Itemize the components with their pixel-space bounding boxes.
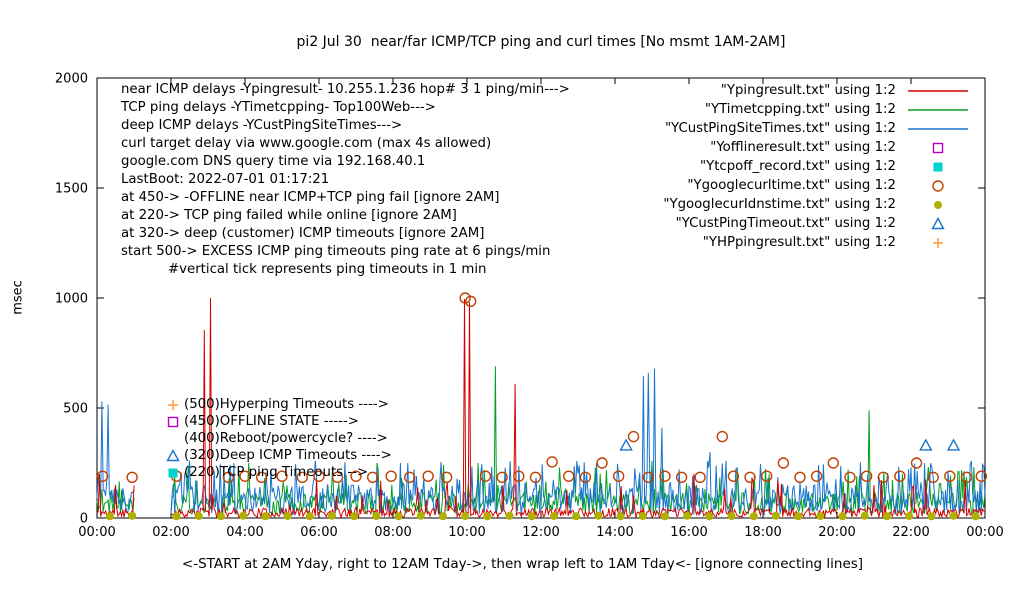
legend-row: "YTimetcpping.txt" using 1:2: [0, 100, 1020, 119]
annotation-line: google.com DNS query time via 192.168.40…: [121, 154, 426, 169]
y-tick-label: 1000: [55, 292, 88, 307]
legend-label: "Ygooglecurltime.txt" using 1:2: [687, 178, 896, 193]
legend-row: "Yofflineresult.txt" using 1:2: [0, 138, 1020, 157]
annotation-block: near ICMP delays -Ypingresult- 10.255.1.…: [121, 81, 570, 279]
legend-row: "Ypingresult.txt" using 1:2: [0, 81, 1020, 100]
legend-line-sample: [908, 90, 968, 92]
legend-line-sample: [908, 128, 968, 130]
annotation-line: start 500-> EXCESS ICMP ping timeouts pi…: [121, 244, 551, 259]
legend-row: "Ytcpoff_record.txt" using 1:2: [0, 157, 1020, 176]
x-axis-label: <-START at 2AM Yday, right to 12AM Tday-…: [181, 556, 864, 572]
series-YCustPingSiteTimes.txt: [96, 368, 986, 517]
open-triangle-icon: [931, 217, 945, 230]
x-tick-label: 00:00: [78, 525, 115, 540]
x-tick-label: 16:00: [670, 525, 707, 540]
x-tick-label: 12:00: [522, 525, 559, 540]
legend-row: "YHPpingresult.txt" using 1:2: [0, 233, 1020, 252]
annotation-line: at 220-> TCP ping failed while online [i…: [121, 208, 457, 223]
legend-row: "YCustPingTimeout.txt" using 1:2: [0, 214, 1020, 233]
annotation-line: near ICMP delays -Ypingresult- 10.255.1.…: [121, 82, 570, 97]
legend-label: "YCustPingTimeout.txt" using 1:2: [675, 216, 896, 231]
annotation-line: LastBoot: 2022-07-01 01:17:21: [121, 172, 330, 187]
x-tick-label: 08:00: [374, 525, 411, 540]
y-axis-label: msec: [10, 280, 26, 315]
legend-row: "Ygooglecurltime.txt" using 1:2: [0, 176, 1020, 195]
chart-title: pi2 Jul 30 near/far ICMP/TCP ping and cu…: [296, 34, 786, 50]
legend-label: "Ypingresult.txt" using 1:2: [720, 83, 896, 98]
plot-legend: "Ypingresult.txt" using 1:2 "YTimetcpping…: [0, 81, 1020, 261]
x-tick-label: 20:00: [818, 525, 855, 540]
y-tick-label: 500: [63, 402, 88, 417]
annotation-line: at 320-> deep (customer) ICMP timeouts […: [121, 226, 485, 241]
legend-label: "YCustPingSiteTimes.txt" using 1:2: [664, 121, 896, 136]
open-square-icon: [932, 142, 944, 154]
open-circle-icon: [932, 180, 944, 192]
x-tick-label: 00:00: [966, 525, 1003, 540]
scatter-YCustPingTimeout.txt: [619, 438, 961, 451]
legend-label: "YgooglecurIdnstime.txt" using 1:2: [663, 197, 896, 212]
y-tick-label: 0: [80, 512, 88, 527]
series-YTimetcpping.txt: [96, 366, 986, 517]
legend-label: "YHPpingresult.txt" using 1:2: [702, 235, 896, 250]
x-tick-label: 04:00: [226, 525, 263, 540]
legend-label: "YTimetcpping.txt" using 1:2: [704, 102, 896, 117]
legend-label: "Yofflineresult.txt" using 1:2: [710, 140, 896, 155]
scatter-Ygooglecurltime.txt: [96, 292, 987, 483]
x-tick-label: 10:00: [448, 525, 485, 540]
annotation-line: curl target delay via www.google.com (ma…: [121, 136, 492, 151]
x-tick-label: 14:00: [596, 525, 633, 540]
y-tick-label: 1500: [55, 182, 88, 197]
x-tick-label: 22:00: [892, 525, 929, 540]
annotation-line: #vertical tick represents ping timeouts …: [168, 262, 487, 277]
y-tick-label: 2000: [55, 72, 88, 87]
x-tick-label: 02:00: [152, 525, 189, 540]
filled-square-icon: [933, 162, 943, 172]
annotation-line: TCP ping delays -YTimetcpping- Top100Web…: [121, 100, 436, 115]
annotation-line: deep ICMP delays -YCustPingSiteTimes--->: [121, 118, 403, 133]
filled-circle-icon: [934, 201, 942, 209]
series-Ypingresult.txt: [96, 297, 986, 520]
legend-row: "YgooglecurIdnstime.txt" using 1:2: [0, 195, 1020, 214]
scatter-YgooglecurIdnstime.txt: [105, 511, 980, 521]
annotation-line: at 450-> -OFFLINE near ICMP+TCP ping fai…: [121, 190, 500, 205]
x-tick-label: 06:00: [300, 525, 337, 540]
legend-row: "YCustPingSiteTimes.txt" using 1:2: [0, 119, 1020, 138]
x-tick-label: 18:00: [744, 525, 781, 540]
plus-icon: [933, 238, 943, 248]
legend-label: "Ytcpoff_record.txt" using 1:2: [699, 159, 896, 174]
legend-line-sample: [908, 109, 968, 111]
